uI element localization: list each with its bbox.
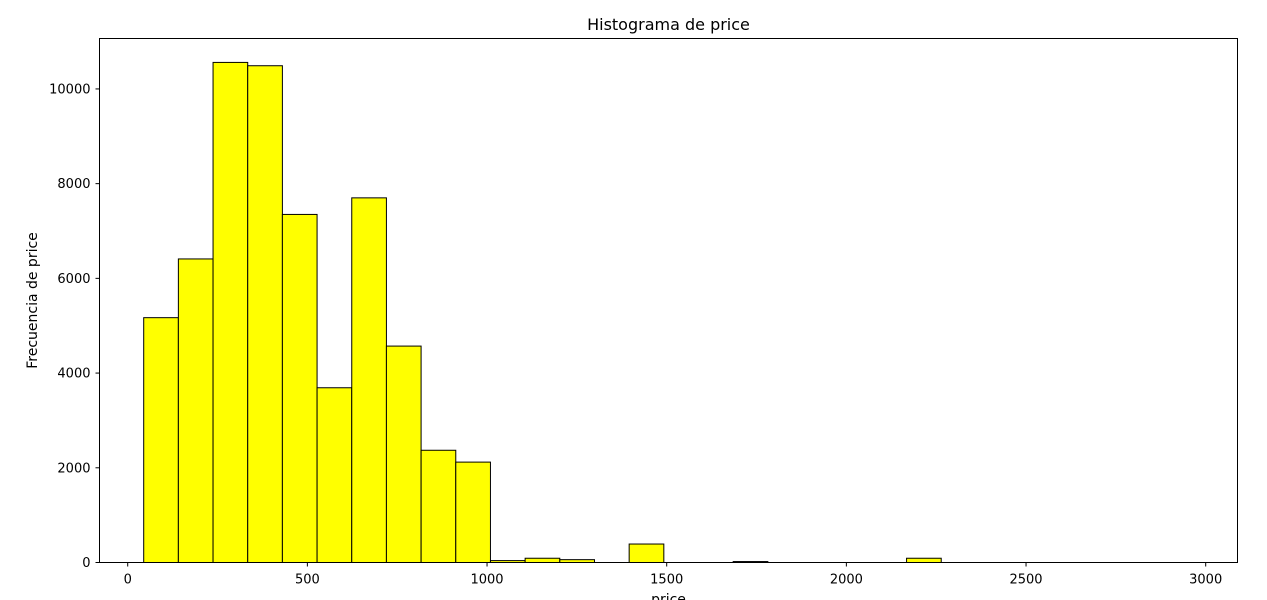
x-axis-ticks: 0 500 1000 1500 2000 2500 3000: [124, 562, 1222, 588]
x-axis-title: price: [651, 592, 686, 600]
x-tick-label-0: 0: [124, 573, 132, 588]
histogram-bar-0: [143, 317, 179, 563]
histogram-bar-22: [906, 557, 942, 564]
plot-frame: [99, 38, 1238, 563]
histogram-bar-11: [524, 557, 561, 564]
histogram-bar-3: [247, 65, 283, 563]
y-tick-label-2000: 2000: [57, 461, 90, 476]
y-tick-label-6000: 6000: [57, 272, 90, 287]
histogram-bar-5: [316, 387, 353, 563]
histogram-bar-8: [420, 449, 457, 563]
y-tick-label-0: 0: [82, 556, 90, 571]
x-tick-label-1000: 1000: [470, 573, 503, 588]
histogram-bar-14: [628, 543, 665, 563]
x-tick-label-2000: 2000: [830, 573, 863, 588]
histogram-bar-4: [281, 213, 318, 563]
x-tick-label-1500: 1500: [650, 573, 683, 588]
histogram-bars: [143, 61, 942, 564]
y-tick-label-4000: 4000: [57, 367, 90, 382]
x-tick-label-2500: 2500: [1009, 573, 1042, 588]
histogram-bar-6: [351, 197, 387, 563]
y-axis-title: Frecuencia de price: [25, 232, 41, 369]
y-tick-label-8000: 8000: [57, 177, 90, 192]
histogram-bar-9: [455, 461, 491, 563]
histogram-bar-1: [177, 258, 214, 563]
y-axis-ticks: 0 2000 4000 6000 8000 10000: [49, 82, 100, 571]
x-tick-label-500: 500: [295, 573, 320, 588]
y-tick-label-10000: 10000: [49, 82, 90, 97]
histogram-bar-7: [385, 345, 422, 563]
x-tick-label-3000: 3000: [1189, 573, 1222, 588]
chart-title: Histograma de price: [587, 15, 750, 34]
histogram-bar-2: [212, 61, 249, 564]
